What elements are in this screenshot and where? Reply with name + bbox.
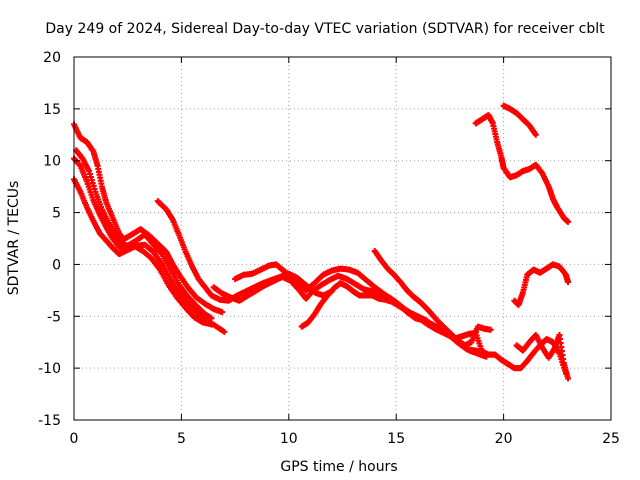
y-tick-label: -5 [47,309,61,325]
data-series-track-13 [511,261,572,308]
data-series-track-12 [500,102,539,138]
x-tick-label: 20 [495,431,513,447]
y-tick-label: 20 [43,50,61,66]
x-axis-title: GPS time / hours [280,459,397,475]
y-axis-title: SDTVAR / TECUs [6,181,22,296]
x-tick-label: 15 [387,431,405,447]
data-point-marker [565,375,572,382]
y-tick-label: -15 [38,413,61,429]
y-tick-label: -10 [38,361,61,377]
data-point-marker [221,328,228,335]
x-tick-label: 10 [280,431,298,447]
y-tick-label: 0 [52,257,61,273]
data-point-marker [565,279,572,286]
data-markers [71,102,572,382]
grid-lines [74,57,611,420]
data-series-track-14 [513,331,572,382]
y-tick-label: 15 [43,102,61,118]
plot-frame [73,56,612,421]
x-tick-label: 25 [602,431,620,447]
x-tick-label: 0 [70,431,79,447]
data-point-marker [208,315,215,322]
x-tick-label: 5 [177,431,186,447]
data-point-marker [219,309,226,316]
chart-title: Day 249 of 2024, Sidereal Day-to-day VTE… [45,21,605,37]
y-tick-label: 5 [52,206,61,222]
y-tick-label: 10 [43,154,61,170]
axis-ticks: 0 5 10 15 20 25 -15 -10 -5 0 5 10 15 20 [38,50,620,447]
data-series-track-1 [71,121,226,316]
data-point-marker [532,131,539,138]
data-point-marker [565,218,572,225]
data-series-track-4 [71,176,228,335]
data-point-marker [487,326,494,333]
data-series-track-11 [472,112,572,225]
